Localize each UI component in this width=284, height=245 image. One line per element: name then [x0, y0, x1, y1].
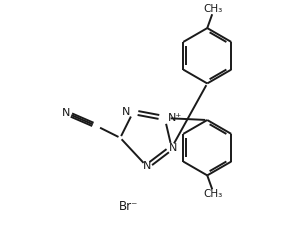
Text: N: N — [168, 143, 177, 153]
Text: CH₃: CH₃ — [204, 189, 223, 199]
Text: CH₃: CH₃ — [204, 4, 223, 14]
Text: N: N — [62, 108, 70, 118]
Text: N: N — [143, 161, 151, 172]
Text: N⁺: N⁺ — [168, 113, 182, 123]
Text: Br⁻: Br⁻ — [118, 199, 138, 213]
Text: N: N — [122, 107, 130, 117]
